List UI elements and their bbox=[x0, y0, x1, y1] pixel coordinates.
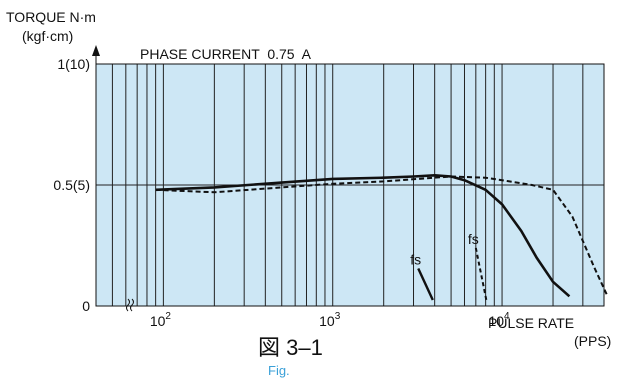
series-group: fs fs bbox=[155, 174, 609, 302]
y-tick-label: 0.5(5) bbox=[53, 177, 90, 193]
y-tick-label: 1(10) bbox=[57, 56, 90, 72]
figure-title: 図 3–1 bbox=[258, 335, 323, 360]
plot-border bbox=[95, 63, 605, 307]
fs-label: fs bbox=[468, 231, 479, 247]
phase-current-annotation: PHASE CURRENT 0.75 A bbox=[140, 46, 312, 62]
x-tick-label: 103 bbox=[319, 311, 341, 329]
axis-break-marks bbox=[126, 298, 134, 312]
fs-marker-line bbox=[417, 267, 434, 301]
fs-label: fs bbox=[410, 251, 421, 267]
x-tick-labels: 102 103 104 bbox=[150, 311, 510, 329]
y-axis-unit: (kgf·cm) bbox=[22, 28, 73, 44]
figure-subtitle: Fig. bbox=[268, 363, 290, 378]
y-axis-arrow bbox=[92, 45, 100, 64]
x-tick-label: 104 bbox=[488, 311, 510, 329]
series-line-dashed bbox=[155, 175, 609, 297]
fs-marker-line bbox=[474, 247, 488, 302]
y-axis-title: TORQUE N·m bbox=[6, 9, 96, 25]
y-tick-labels: 0 0.5(5) 1(10) bbox=[53, 56, 90, 314]
y-tick-label: 0 bbox=[82, 298, 90, 314]
x-axis-title: PULSE RATE bbox=[488, 315, 574, 331]
x-tick-label: 102 bbox=[150, 311, 172, 329]
x-axis-unit: (PPS) bbox=[574, 333, 611, 349]
